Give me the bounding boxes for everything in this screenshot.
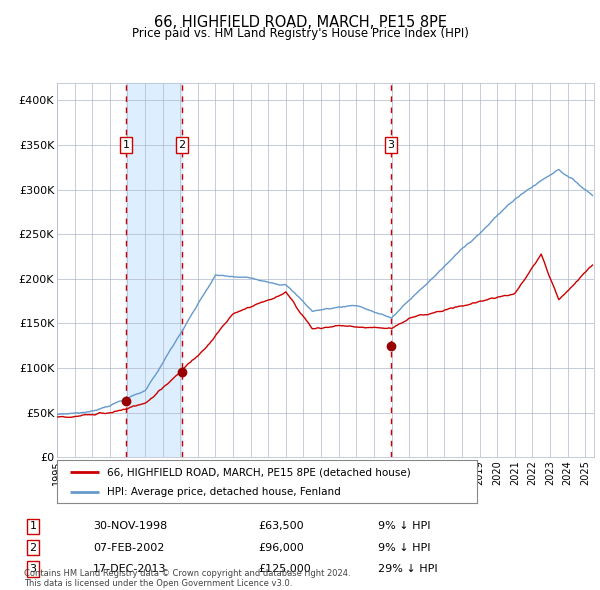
Text: 9% ↓ HPI: 9% ↓ HPI (378, 543, 431, 552)
Text: 1: 1 (29, 522, 37, 531)
Text: HPI: Average price, detached house, Fenland: HPI: Average price, detached house, Fenl… (107, 487, 341, 497)
Text: 3: 3 (388, 140, 394, 150)
Text: 3: 3 (29, 564, 37, 573)
Text: 66, HIGHFIELD ROAD, MARCH, PE15 8PE (detached house): 66, HIGHFIELD ROAD, MARCH, PE15 8PE (det… (107, 467, 411, 477)
Text: £125,000: £125,000 (258, 564, 311, 573)
Text: 17-DEC-2013: 17-DEC-2013 (93, 564, 167, 573)
Text: £63,500: £63,500 (258, 522, 304, 531)
Text: Contains HM Land Registry data © Crown copyright and database right 2024.
This d: Contains HM Land Registry data © Crown c… (24, 569, 350, 588)
Text: 9% ↓ HPI: 9% ↓ HPI (378, 522, 431, 531)
Text: 29% ↓ HPI: 29% ↓ HPI (378, 564, 437, 573)
Bar (126, 83, 182, 457)
Text: 1: 1 (122, 140, 130, 150)
Text: 66, HIGHFIELD ROAD, MARCH, PE15 8PE: 66, HIGHFIELD ROAD, MARCH, PE15 8PE (154, 15, 446, 30)
Text: 2: 2 (29, 543, 37, 552)
Text: 30-NOV-1998: 30-NOV-1998 (93, 522, 167, 531)
Text: 2: 2 (178, 140, 185, 150)
Text: £96,000: £96,000 (258, 543, 304, 552)
Text: Price paid vs. HM Land Registry's House Price Index (HPI): Price paid vs. HM Land Registry's House … (131, 27, 469, 40)
Text: 07-FEB-2002: 07-FEB-2002 (93, 543, 164, 552)
